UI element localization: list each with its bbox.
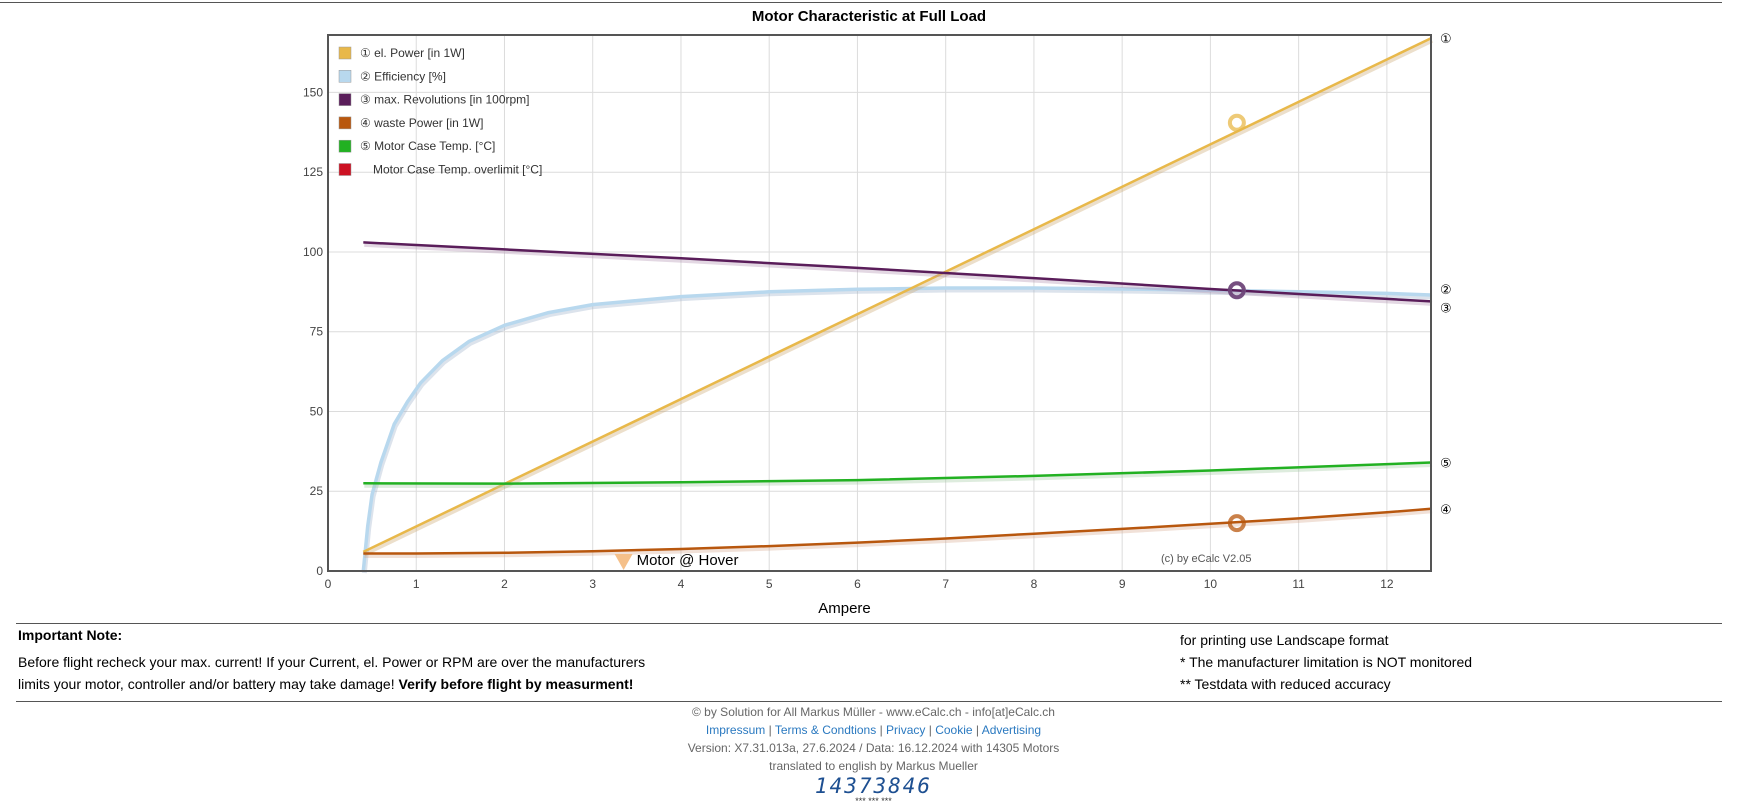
- x-tick-label: 7: [942, 577, 949, 591]
- hover-label: Motor @ Hover: [637, 552, 739, 569]
- legend-swatch: [338, 116, 352, 130]
- x-tick-label: 1: [413, 577, 420, 591]
- privacy-link[interactable]: Privacy: [886, 723, 926, 737]
- series-end-marker: ②: [1440, 283, 1452, 298]
- series-line: [363, 241, 1432, 303]
- chart-copyright: (c) by eCalc V2.05: [1161, 553, 1251, 565]
- x-tick-label: 11: [1292, 577, 1305, 591]
- footer-links: Impressum | Terms & Condtions | Privacy …: [0, 723, 1747, 737]
- x-tick-label: 6: [854, 577, 861, 591]
- legend-swatch: [338, 93, 352, 106]
- series-line: [362, 37, 1432, 554]
- advertising-link[interactable]: Advertising: [981, 723, 1042, 737]
- footer-translated: translated to english by Markus Mueller: [769, 759, 978, 773]
- legend-item: Motor Case Temp. overlimit [°C]: [373, 163, 542, 177]
- important-note-verify: Verify before flight by measurment!: [398, 676, 634, 692]
- x-tick-label: 9: [1119, 577, 1126, 591]
- series-line-shadow: [364, 241, 1433, 306]
- series-end-marker: ①: [1440, 32, 1452, 47]
- y-tick-label: 100: [303, 245, 323, 259]
- y-tick-label: 50: [310, 404, 324, 418]
- terms-link[interactable]: Terms & Condtions: [774, 723, 877, 737]
- plot-border: [327, 34, 1432, 572]
- note-divider-bottom: [16, 701, 1722, 702]
- print-hint: for printing use Landscape format: [1180, 632, 1389, 648]
- manufacturer-limit-note: * The manufacturer limitation is NOT mon…: [1180, 654, 1473, 670]
- legend-item: ⑤ Motor Case Temp. [°C]: [360, 139, 495, 153]
- legend-item: ② Efficiency [%]: [360, 69, 446, 83]
- x-tick-label: 5: [766, 577, 773, 591]
- operating-point-marker: [1227, 113, 1246, 132]
- series-line: [363, 461, 1432, 485]
- link-separator: |: [879, 723, 883, 737]
- legend-swatch: [338, 163, 352, 176]
- series-end-marker: ⑤: [1440, 457, 1452, 472]
- important-note-title: Important Note:: [18, 627, 123, 643]
- important-note-line-1: Before flight recheck your max. current!…: [18, 654, 646, 670]
- series-line-shadow: [363, 37, 1434, 557]
- important-note-line-2: limits your motor, controller and/or bat…: [18, 676, 633, 692]
- legend-swatch: [338, 46, 352, 60]
- x-tick-label: 0: [325, 577, 332, 591]
- y-tick-label: 150: [303, 85, 323, 99]
- x-tick-label: 8: [1031, 577, 1038, 591]
- visitor-counter: 14373846: [814, 774, 933, 798]
- testdata-note: ** Testdata with reduced accuracy: [1180, 676, 1391, 692]
- legend-item: ④ waste Power [in 1W]: [360, 116, 483, 130]
- y-tick-label: 0: [316, 564, 323, 578]
- link-separator: |: [768, 723, 772, 737]
- x-tick-label: 2: [501, 577, 508, 591]
- impressum-link[interactable]: Impressum: [705, 723, 766, 737]
- y-tick-label: 25: [310, 484, 324, 498]
- counter-stars: *** *** ***: [855, 796, 892, 806]
- x-tick-label: 12: [1380, 577, 1394, 591]
- x-tick-label: 10: [1204, 577, 1218, 591]
- series-end-marker: ④: [1440, 503, 1452, 518]
- chart-title: Motor Characteristic at Full Load: [752, 8, 986, 25]
- y-tick-label: 75: [310, 325, 324, 339]
- top-divider: [0, 2, 1722, 3]
- series-line-shadow: [364, 508, 1433, 558]
- hover-marker: [614, 554, 633, 570]
- note-divider-top: [16, 623, 1722, 624]
- link-separator: |: [928, 723, 932, 737]
- x-tick-label: 4: [678, 577, 685, 591]
- footer-version: Version: X7.31.013a, 27.6.2024 / Data: 1…: [687, 741, 1060, 755]
- link-separator: |: [975, 723, 980, 737]
- series-end-marker: ③: [1440, 301, 1452, 316]
- footer-copyright: © by Solution for All Markus Müller - ww…: [692, 705, 1055, 719]
- x-tick-label: 3: [589, 577, 596, 591]
- legend-item: ③ max. Revolutions [in 100rpm]: [360, 93, 530, 107]
- operating-point-marker: [1227, 514, 1246, 533]
- important-note-line-2-text: limits your motor, controller and/or bat…: [18, 676, 399, 692]
- cookie-link[interactable]: Cookie: [935, 723, 973, 737]
- legend-swatch: [338, 139, 352, 153]
- series-line: [361, 286, 1432, 572]
- operating-point-marker: [1227, 281, 1246, 300]
- series-line-shadow: [364, 462, 1433, 489]
- series-line: [363, 507, 1432, 555]
- x-axis-label: Ampere: [818, 600, 871, 617]
- legend-item: ① el. Power [in 1W]: [360, 46, 465, 60]
- y-tick-label: 125: [303, 165, 323, 179]
- legend-swatch: [338, 70, 352, 83]
